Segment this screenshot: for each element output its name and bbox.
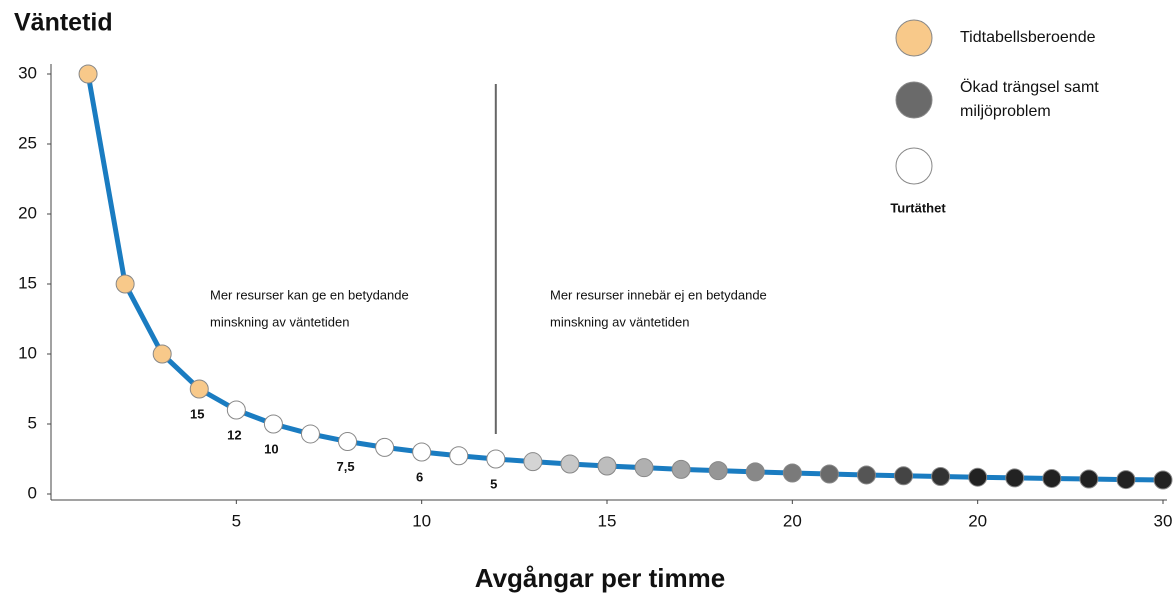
x-tick-label: 10 bbox=[412, 511, 431, 530]
legend-marker bbox=[895, 19, 933, 57]
x-tick-label: 20 bbox=[783, 511, 802, 530]
data-point bbox=[412, 442, 432, 462]
data-point bbox=[968, 467, 988, 487]
annotation: Mer resurser innebär ej en betydande bbox=[550, 287, 767, 302]
data-point bbox=[152, 344, 172, 364]
data-point bbox=[634, 458, 654, 478]
y-tick-label: 0 bbox=[28, 483, 37, 502]
data-point bbox=[486, 449, 506, 469]
data-point bbox=[338, 432, 358, 451]
data-point bbox=[300, 424, 320, 444]
x-tick-label: 20 bbox=[968, 511, 987, 530]
data-point bbox=[78, 64, 98, 84]
data-point bbox=[226, 400, 246, 420]
x-tick-label: 5 bbox=[232, 511, 241, 530]
headway-label: 15 bbox=[190, 406, 204, 421]
legend-label: Ökad trängsel samt bbox=[960, 78, 1099, 96]
y-tick-label: 10 bbox=[18, 343, 37, 362]
x-tick-label: 15 bbox=[598, 511, 617, 530]
data-point bbox=[189, 379, 209, 399]
data-point bbox=[856, 465, 876, 485]
data-point bbox=[1116, 470, 1136, 490]
data-line bbox=[85, 73, 1164, 483]
annotation: Mer resurser kan ge en betydande bbox=[210, 287, 409, 302]
y-tick-label: 5 bbox=[28, 413, 37, 432]
y-tick-label: 30 bbox=[18, 63, 37, 82]
legend-marker bbox=[895, 147, 933, 185]
data-point bbox=[1042, 468, 1062, 488]
headway-label: 12 bbox=[227, 427, 241, 442]
data-point bbox=[560, 454, 580, 474]
annotation: minskning av väntetiden bbox=[550, 314, 689, 329]
data-point bbox=[708, 461, 728, 481]
data-point bbox=[782, 463, 802, 483]
data-point bbox=[1079, 469, 1099, 489]
headway-label: 10 bbox=[264, 441, 278, 456]
data-point bbox=[894, 466, 914, 486]
data-point bbox=[449, 446, 469, 466]
headway-label: 5 bbox=[490, 476, 497, 491]
y-tick-label: 25 bbox=[18, 133, 37, 152]
data-point bbox=[523, 452, 543, 472]
data-point bbox=[263, 414, 283, 434]
y-tick-label: 15 bbox=[18, 273, 37, 292]
data-point bbox=[671, 459, 691, 479]
data-point bbox=[1153, 470, 1173, 490]
y-tick-label: 20 bbox=[18, 203, 37, 222]
x-axis-label: Avgångar per timme bbox=[475, 563, 725, 593]
data-point bbox=[115, 274, 135, 294]
data-point bbox=[1005, 468, 1025, 488]
legend-label: miljöproblem bbox=[960, 103, 1051, 120]
legend-label: Tidtabellsberoende bbox=[960, 29, 1096, 46]
annotation: minskning av väntetiden bbox=[210, 314, 349, 329]
x-tick-label: 30 bbox=[1154, 511, 1173, 530]
data-point bbox=[375, 437, 395, 457]
legend-marker bbox=[895, 81, 933, 119]
data-point bbox=[597, 456, 617, 476]
data-point bbox=[745, 462, 765, 482]
headway-label: 7,5 bbox=[336, 459, 354, 474]
data-point bbox=[819, 464, 839, 484]
data-point bbox=[931, 467, 951, 486]
headway-label: 6 bbox=[416, 469, 423, 484]
legend-label: Turtäthet bbox=[890, 200, 946, 215]
chart-title: Väntetid bbox=[14, 9, 113, 37]
